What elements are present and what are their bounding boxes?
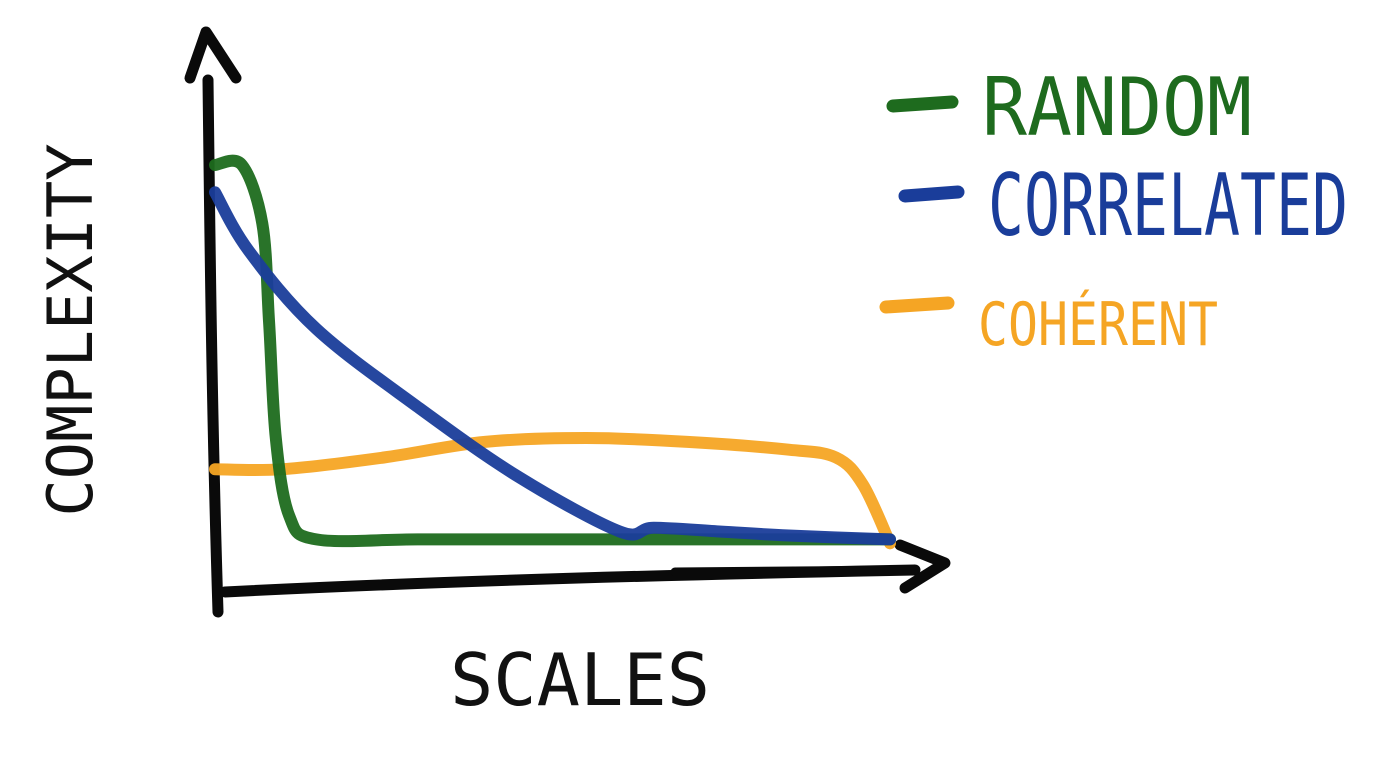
x-axis-label: SCALES xyxy=(450,638,710,722)
series-layer xyxy=(209,154,896,550)
legend-item-cohérent: COHÉRENT xyxy=(879,288,1218,360)
legend-label: RANDOM xyxy=(982,61,1252,154)
y-axis-label: COMPLEXITY xyxy=(34,143,107,516)
axes xyxy=(184,26,951,618)
legend-swatch xyxy=(898,185,965,203)
legend-label: CORRELATED xyxy=(988,156,1348,256)
series-line-cohérent xyxy=(209,432,896,550)
series-line-correlated xyxy=(209,186,896,546)
x-axis-line-overdraw xyxy=(670,565,920,577)
legend-swatch xyxy=(886,95,959,113)
legend-label: COHÉRENT xyxy=(978,288,1218,360)
x-axis-arrow xyxy=(894,539,951,594)
legend-item-random: RANDOM xyxy=(886,61,1252,154)
legend-item-correlated: CORRELATED xyxy=(898,156,1348,256)
y-axis-arrow xyxy=(184,26,242,84)
y-axis-line xyxy=(202,74,224,618)
series-line-random xyxy=(209,154,896,548)
legend-swatch xyxy=(879,296,955,314)
